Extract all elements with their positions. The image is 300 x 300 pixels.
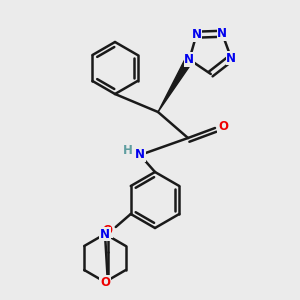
Text: N: N <box>191 28 202 41</box>
Text: O: O <box>103 224 113 238</box>
Text: O: O <box>218 119 228 133</box>
Text: N: N <box>135 148 145 161</box>
Polygon shape <box>158 58 193 112</box>
Text: H: H <box>123 143 133 157</box>
Text: N: N <box>217 27 227 40</box>
Text: N: N <box>100 227 110 241</box>
Text: O: O <box>100 275 110 289</box>
Text: N: N <box>184 53 194 66</box>
Text: N: N <box>226 52 236 64</box>
